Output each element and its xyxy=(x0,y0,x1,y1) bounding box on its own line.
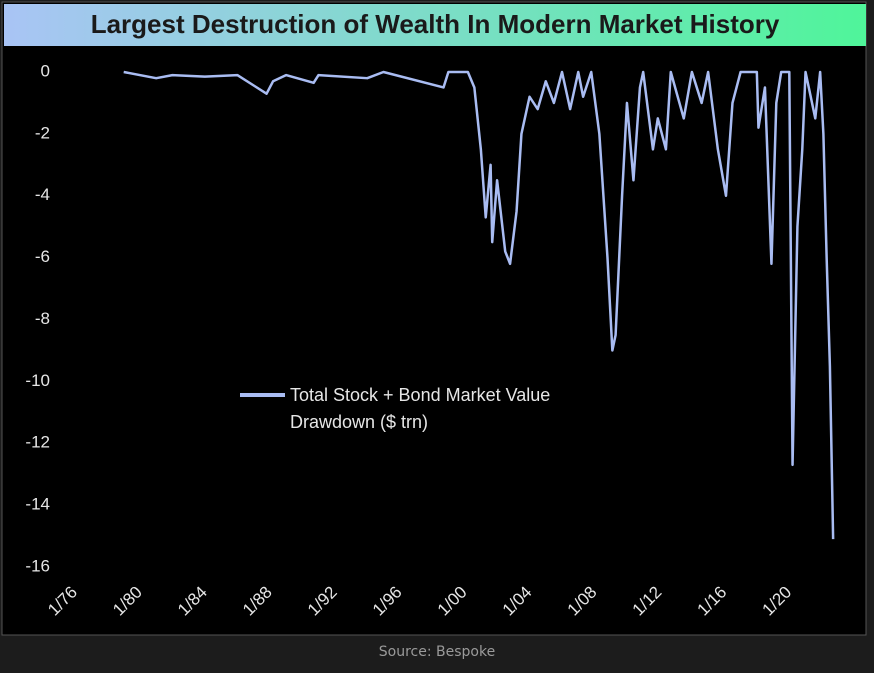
y-tick-label: -4 xyxy=(35,185,50,204)
y-tick-label: -8 xyxy=(35,309,50,328)
y-tick-label: -14 xyxy=(25,495,50,514)
y-tick-label: -12 xyxy=(25,433,50,452)
title-banner xyxy=(4,4,866,46)
chart-title: Largest Destruction of Wealth In Modern … xyxy=(91,9,780,39)
source: Source: Bespoke xyxy=(378,644,496,660)
y-tick-label: -10 xyxy=(25,371,50,390)
chart: Largest Destruction of Wealth In Modern … xyxy=(1,1,867,636)
chart-area xyxy=(1,1,867,636)
y-tick-label: -2 xyxy=(35,123,50,142)
y-tick-label: -16 xyxy=(25,556,50,575)
y-tick-label: -6 xyxy=(35,247,50,266)
legend-label: Total Stock + Bond Market Value Drawdown… xyxy=(290,385,551,432)
y-tick-label: 0 xyxy=(41,61,50,80)
data-line xyxy=(123,70,835,540)
